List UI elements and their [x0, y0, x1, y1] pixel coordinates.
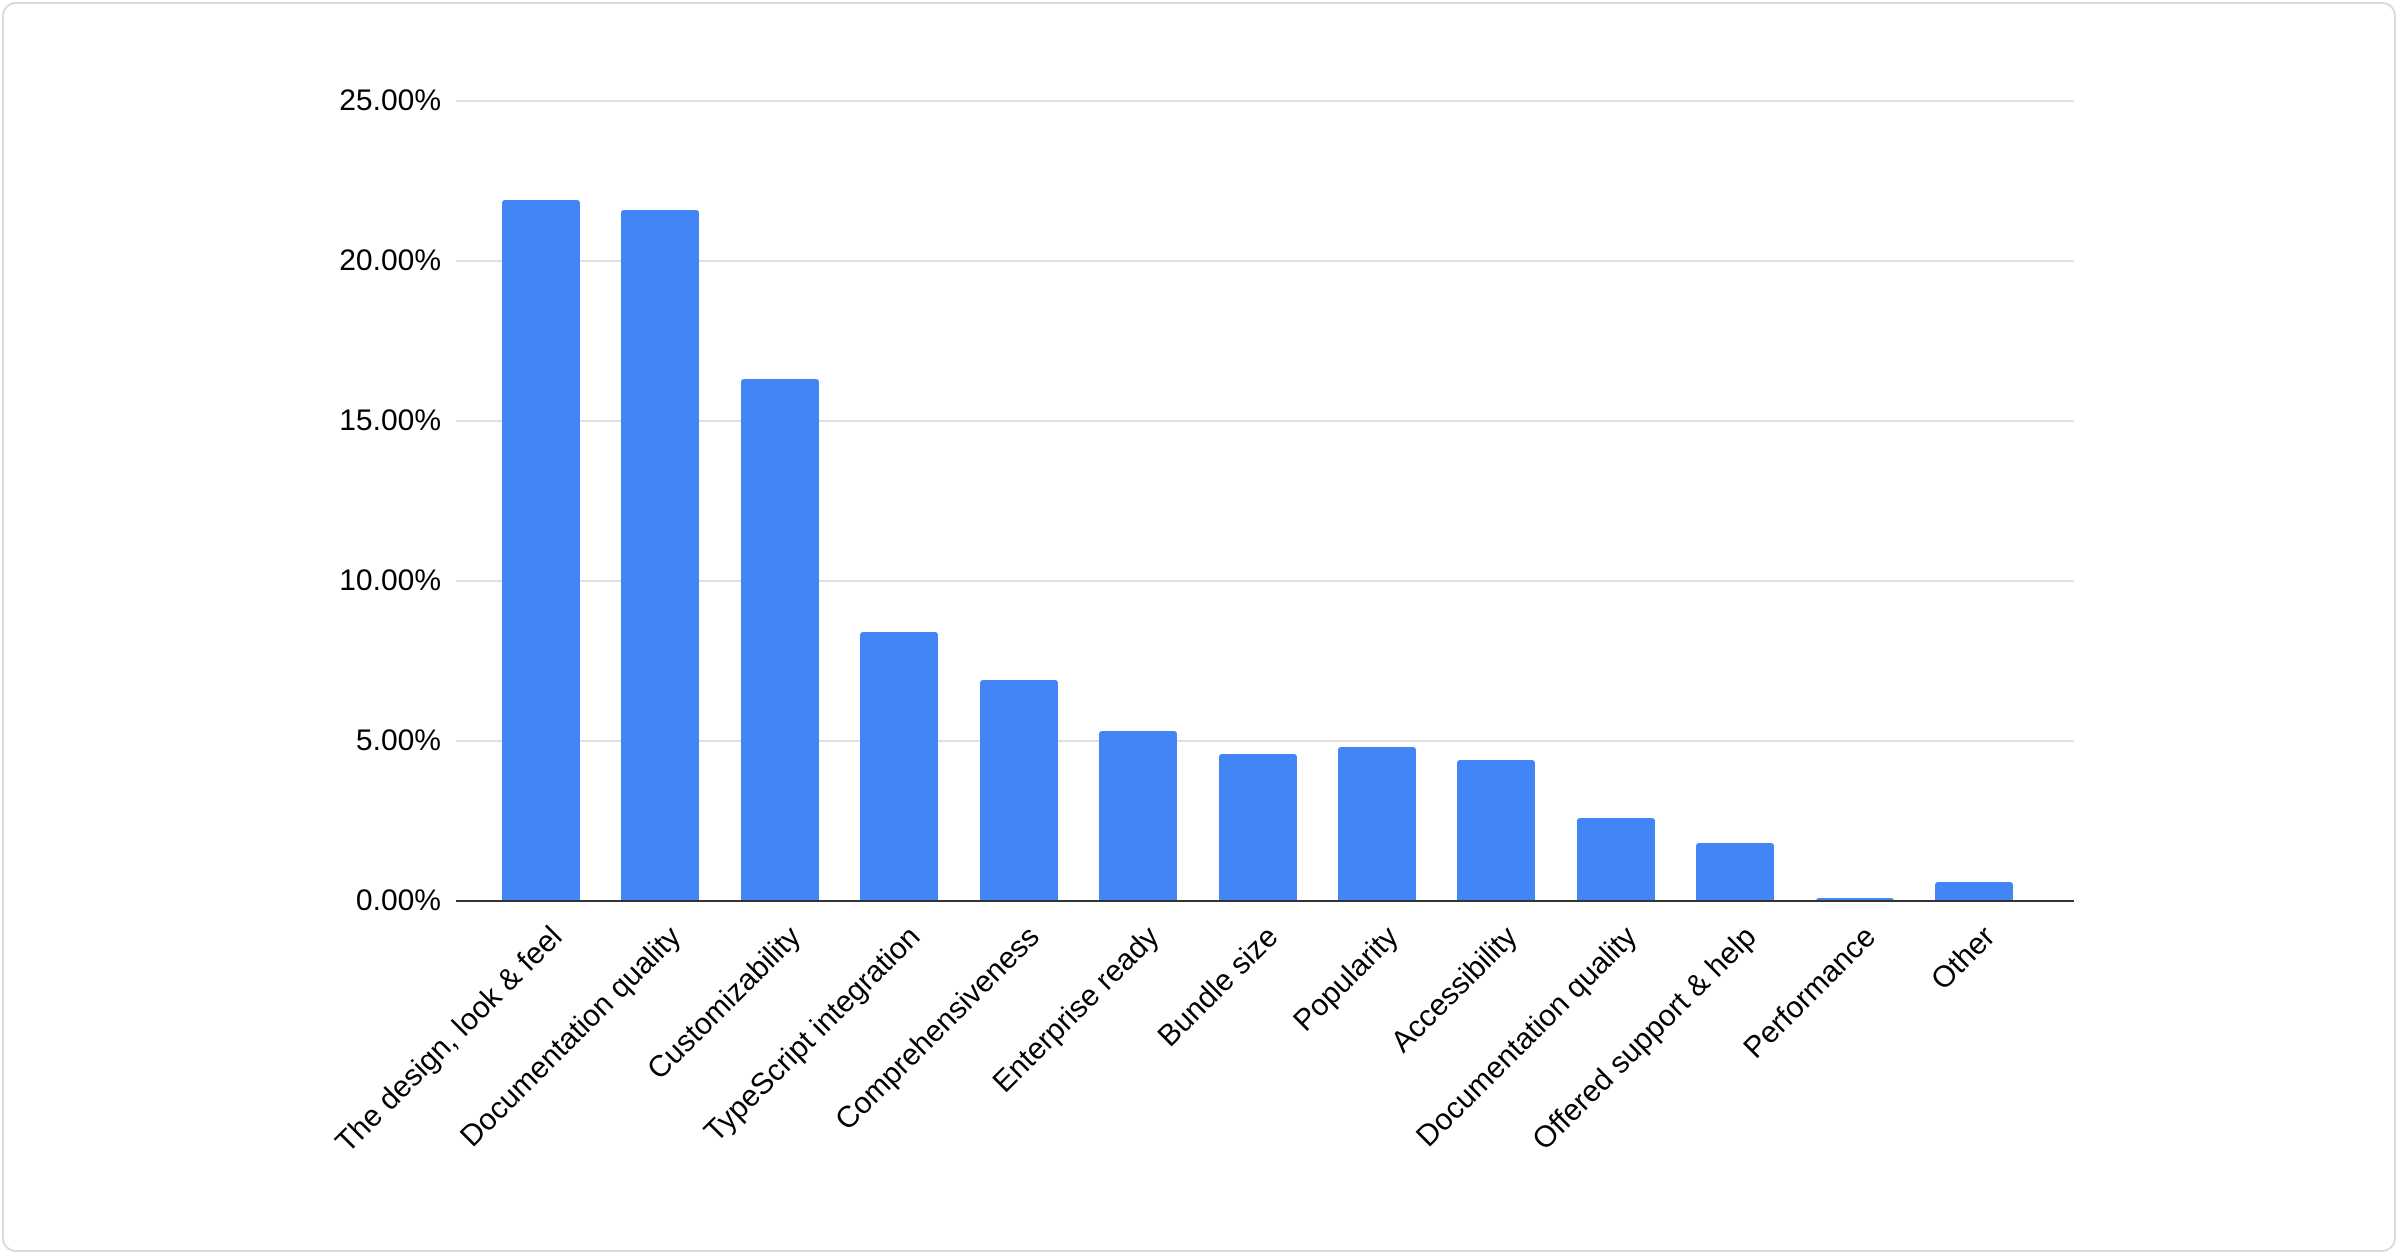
- x-category-label: Popularity: [1286, 920, 1405, 1038]
- bar-band: [1915, 101, 2034, 901]
- plot-area: [456, 100, 2074, 902]
- bar-band: [600, 101, 719, 901]
- x-category-label: Bundle size: [1151, 920, 1285, 1054]
- x-category-label: Offered support & help: [1526, 920, 1763, 1157]
- y-gridline: [456, 740, 2074, 742]
- y-gridline: [456, 260, 2074, 262]
- bar[interactable]: [979, 680, 1058, 901]
- bar[interactable]: [1099, 731, 1178, 901]
- bar-band: [1078, 101, 1197, 901]
- y-tick-label: 15.00%: [339, 404, 441, 437]
- y-gridline: [456, 580, 2074, 582]
- bar-band: [959, 101, 1078, 901]
- bar[interactable]: [860, 632, 939, 901]
- x-category-label: The design, look & feel: [328, 920, 569, 1160]
- y-gridline: [456, 420, 2074, 422]
- bar-band: [1317, 101, 1436, 901]
- bar[interactable]: [1218, 753, 1297, 901]
- y-tick-label: 25.00%: [339, 84, 441, 117]
- bar-band: [1437, 101, 1556, 901]
- bar[interactable]: [1338, 747, 1417, 901]
- x-category-label: Other: [1925, 920, 2002, 997]
- bar-band: [1676, 101, 1795, 901]
- bar[interactable]: [1935, 881, 2014, 901]
- y-gridline: [456, 100, 2074, 102]
- x-category-label: TypeScript integration: [697, 920, 927, 1149]
- y-tick-label: 10.00%: [339, 564, 441, 597]
- y-tick-label: 0.00%: [355, 884, 441, 917]
- bar[interactable]: [1815, 897, 1894, 901]
- bars-layer: [481, 101, 2034, 901]
- bar[interactable]: [740, 379, 819, 901]
- y-tick-label: 20.00%: [339, 244, 441, 277]
- bar-band: [720, 101, 839, 901]
- bar-band: [839, 101, 958, 901]
- bar[interactable]: [1696, 843, 1775, 901]
- x-category-label: Comprehensiveness: [829, 920, 1046, 1137]
- bar[interactable]: [1457, 760, 1536, 901]
- bar-band: [1198, 101, 1317, 901]
- x-axis-baseline: [456, 900, 2074, 902]
- bar[interactable]: [1576, 817, 1655, 901]
- bar[interactable]: [501, 200, 580, 901]
- bar-band: [1556, 101, 1675, 901]
- x-category-label: Documentation quality: [454, 920, 688, 1154]
- x-category-label: Documentation quality: [1409, 920, 1644, 1154]
- bar[interactable]: [621, 209, 700, 901]
- bar-band: [481, 101, 600, 901]
- bar-band: [1795, 101, 1914, 901]
- y-tick-label: 5.00%: [355, 724, 441, 757]
